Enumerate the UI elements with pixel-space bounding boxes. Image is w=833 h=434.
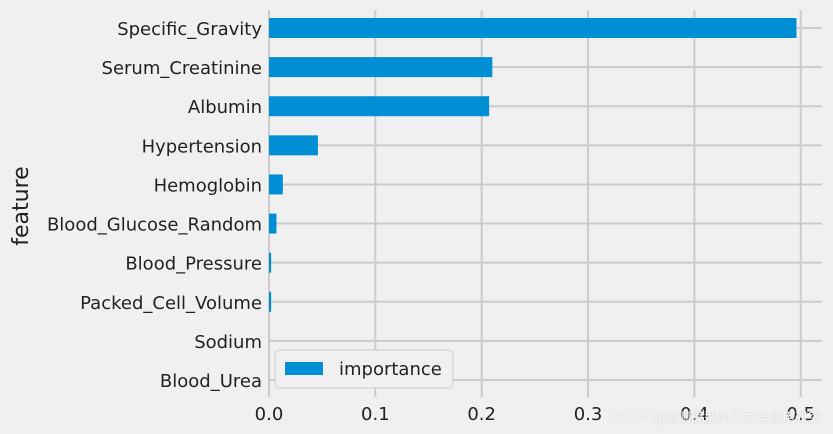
y-tick-label: Sodium bbox=[194, 332, 262, 353]
watermark: CSDN @预测模型的开发与应用研究 bbox=[610, 411, 821, 426]
y-tick-label: Blood_Urea bbox=[160, 371, 262, 392]
y-axis-label: feature bbox=[9, 166, 34, 245]
y-tick-label: Specific_Gravity bbox=[117, 19, 262, 40]
x-tick-label: 0.5 bbox=[786, 404, 815, 425]
y-tick-label: Blood_Pressure bbox=[125, 254, 262, 275]
legend: importance bbox=[274, 349, 454, 389]
x-tick-labels: 0.0 0.1 0.2 0.3 0.4 0.5 bbox=[255, 404, 815, 425]
x-tick-label: 0.0 bbox=[255, 404, 284, 425]
x-tick-label: 0.2 bbox=[467, 404, 496, 425]
x-tick-label: 0.1 bbox=[361, 404, 390, 425]
x-tick-label: 0.3 bbox=[574, 404, 603, 425]
bar-serum-creatinine bbox=[269, 57, 493, 78]
bar-blood-glucose-random bbox=[269, 213, 277, 234]
y-tick-label: Hemoglobin bbox=[154, 175, 262, 196]
y-tick-label: Hypertension bbox=[142, 136, 262, 157]
bar-albumin bbox=[269, 96, 490, 117]
bar-hemoglobin bbox=[269, 174, 283, 195]
y-tick-label: Albumin bbox=[188, 97, 262, 118]
bar-blood-pressure bbox=[269, 252, 272, 273]
legend-swatch bbox=[285, 362, 323, 375]
y-tick-label: Packed_Cell_Volume bbox=[80, 293, 262, 314]
bar-specific-gravity bbox=[269, 18, 797, 38]
legend-label: importance bbox=[339, 359, 442, 380]
gridlines bbox=[268, 10, 822, 397]
y-tick-labels: Specific_Gravity Serum_Creatinine Albumin H… bbox=[47, 19, 262, 392]
bar-hypertension bbox=[269, 135, 318, 156]
y-tick-label: Serum_Creatinine bbox=[102, 58, 262, 79]
bars bbox=[269, 18, 797, 312]
legend-box bbox=[274, 349, 454, 389]
x-tick-label: 0.4 bbox=[680, 404, 709, 425]
bar-packed-cell-volume bbox=[269, 291, 272, 312]
y-tick-label: Blood_Glucose_Random bbox=[47, 215, 262, 236]
